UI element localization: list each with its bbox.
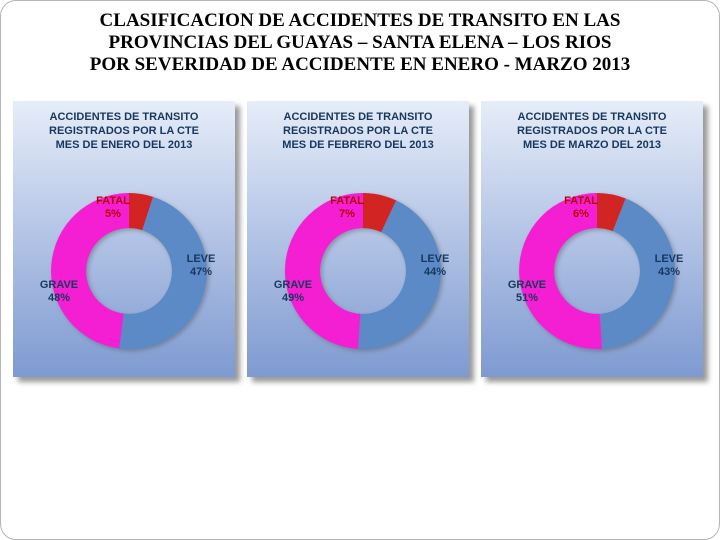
slice-fatal <box>129 193 154 231</box>
chart-title-line: REGISTRADOS POR LA CTE <box>283 125 433 137</box>
chart-title-line: ACCIDENTES DE TRANSITO <box>49 111 199 123</box>
label-fatal: FATAL 7% <box>317 195 377 221</box>
chart-title: ACCIDENTES DE TRANSITO REGISTRADOS POR L… <box>481 101 703 152</box>
slide-title-line: CLASIFICACION DE ACCIDENTES DE TRANSITO … <box>99 10 621 31</box>
chart-title-line: REGISTRADOS POR LA CTE <box>49 125 199 137</box>
chart-panel-febrero: ACCIDENTES DE TRANSITO REGISTRADOS POR L… <box>247 101 469 377</box>
label-value: 7% <box>339 208 355 220</box>
label-text: GRAVE <box>273 279 313 291</box>
label-text: LEVE <box>420 253 450 265</box>
slice-leve <box>119 196 207 349</box>
charts-row: ACCIDENTES DE TRANSITO REGISTRADOS POR L… <box>13 101 703 377</box>
slide-title-line: PROVINCIAS DEL GUAYAS – SANTA ELENA – LO… <box>108 32 612 53</box>
label-leve: LEVE 44% <box>405 253 465 279</box>
chart-panel-enero: ACCIDENTES DE TRANSITO REGISTRADOS POR L… <box>13 101 235 377</box>
slice-fatal <box>597 193 626 232</box>
chart-title: ACCIDENTES DE TRANSITO REGISTRADOS POR L… <box>13 101 235 152</box>
label-value: 47% <box>189 266 213 278</box>
label-grave: GRAVE 51% <box>497 279 557 305</box>
label-fatal: FATAL 5% <box>83 195 143 221</box>
slide-title: CLASIFICACION DE ACCIDENTES DE TRANSITO … <box>1 1 719 76</box>
label-value: 43% <box>657 266 681 278</box>
chart-title-line: ACCIDENTES DE TRANSITO <box>283 111 433 123</box>
label-fatal: FATAL 6% <box>551 195 611 221</box>
label-leve: LEVE 47% <box>171 253 231 279</box>
slice-grave <box>51 193 129 349</box>
slice-fatal <box>363 193 397 233</box>
slice-grave <box>519 193 602 349</box>
slice-leve <box>599 198 676 349</box>
chart-title-line: REGISTRADOS POR LA CTE <box>517 125 667 137</box>
chart-title: ACCIDENTES DE TRANSITO REGISTRADOS POR L… <box>247 101 469 152</box>
slide-title-line: POR SEVERIDAD DE ACCIDENTE EN ENERO - MA… <box>89 54 631 75</box>
label-value: 44% <box>423 266 447 278</box>
label-value: 48% <box>47 292 71 304</box>
label-text: LEVE <box>186 253 216 265</box>
donut-chart <box>51 193 207 349</box>
label-leve: LEVE 43% <box>639 253 699 279</box>
slice-leve <box>358 200 442 350</box>
label-text: FATAL <box>96 195 130 207</box>
label-value: 51% <box>515 292 539 304</box>
chart-title-line: ACCIDENTES DE TRANSITO <box>517 111 667 123</box>
label-text: GRAVE <box>507 279 547 291</box>
chart-panel-marzo: ACCIDENTES DE TRANSITO REGISTRADOS POR L… <box>481 101 703 377</box>
label-value: 49% <box>281 292 305 304</box>
label-grave: GRAVE 49% <box>263 279 323 305</box>
label-value: 5% <box>105 208 121 220</box>
chart-title-line: MES DE FEBRERO DEL 2013 <box>282 139 434 151</box>
donut-chart <box>519 193 676 349</box>
label-grave: GRAVE 48% <box>29 279 89 305</box>
slice-grave <box>284 192 363 349</box>
label-text: FATAL <box>330 195 364 207</box>
donut-chart <box>284 192 442 350</box>
label-text: FATAL <box>564 195 598 207</box>
label-text: GRAVE <box>39 279 79 291</box>
chart-title-line: MES DE ENERO DEL 2013 <box>55 139 193 151</box>
chart-title-line: MES DE MARZO DEL 2013 <box>523 139 661 151</box>
label-text: LEVE <box>654 253 684 265</box>
label-value: 6% <box>573 208 589 220</box>
